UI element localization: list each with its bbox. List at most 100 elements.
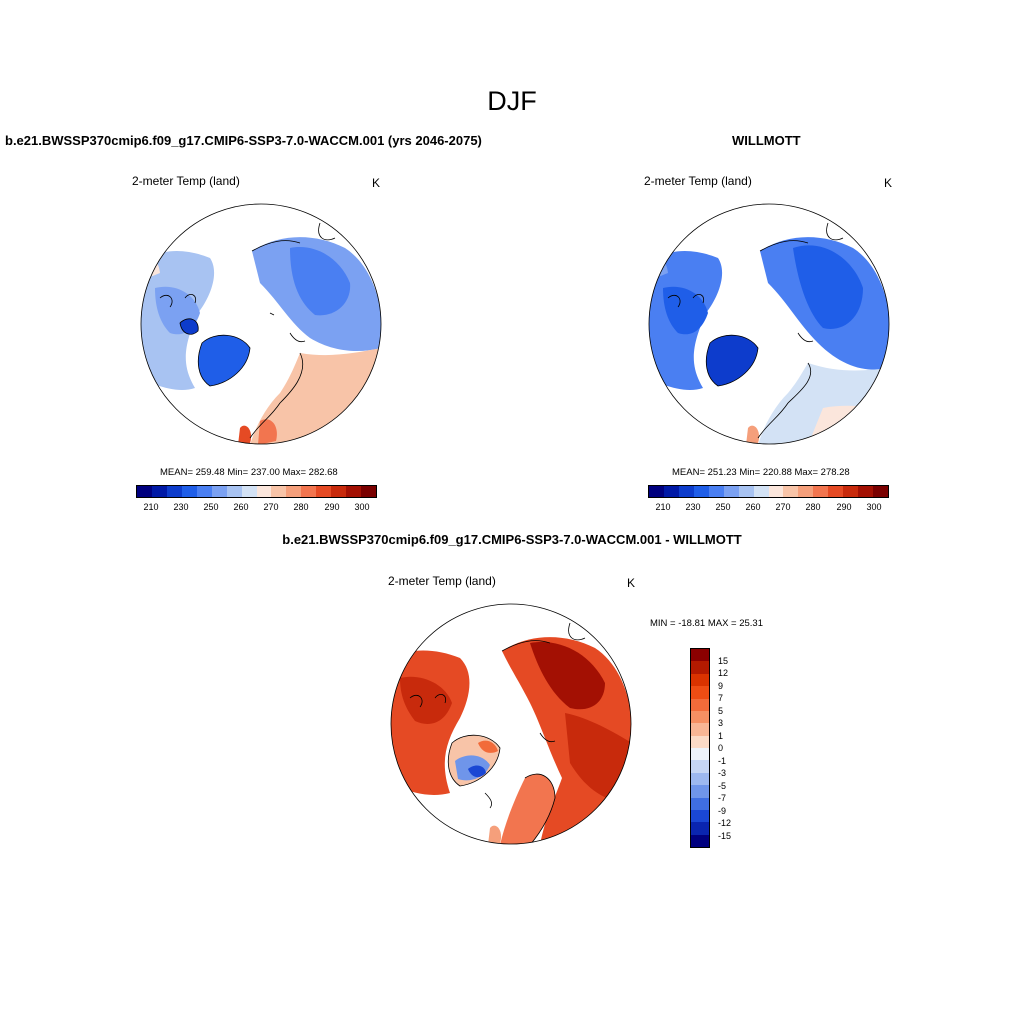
colorbar-tick: -3 bbox=[718, 768, 727, 778]
colorbar-swatch bbox=[691, 673, 709, 687]
colorbar-swatch bbox=[691, 785, 709, 798]
colorbar-swatch bbox=[708, 486, 724, 497]
colorbar-tick: -5 bbox=[718, 780, 727, 791]
colorbar-tick: 270 bbox=[775, 502, 791, 512]
obs-units-label: K bbox=[884, 176, 893, 190]
colorbar-swatch bbox=[858, 486, 874, 497]
colorbar-swatch bbox=[691, 809, 709, 823]
colorbar-tick: 250 bbox=[715, 502, 731, 512]
colorbar-tick: 250 bbox=[203, 502, 219, 512]
colorbar-tick: 300 bbox=[354, 502, 370, 512]
model-panel-title: b.e21.BWSSP370cmip6.f09_g17.CMIP6-SSP3-7… bbox=[5, 133, 482, 148]
colorbar-tick: 280 bbox=[805, 502, 821, 512]
colorbar-tick: 9 bbox=[718, 680, 724, 691]
colorbar-swatch bbox=[691, 698, 709, 711]
colorbar-swatch bbox=[166, 486, 182, 497]
colorbar-swatch bbox=[241, 486, 257, 497]
colorbar-tick: 7 bbox=[718, 693, 724, 703]
colorbar-tick: 260 bbox=[745, 502, 761, 512]
colorbar-swatch bbox=[256, 486, 272, 497]
colorbar-swatch bbox=[151, 486, 167, 497]
colorbar-tick: -1 bbox=[718, 755, 727, 766]
colorbar-swatch bbox=[316, 486, 332, 497]
obs-panel-title: WILLMOTT bbox=[732, 133, 801, 148]
colorbar-swatch bbox=[301, 486, 317, 497]
colorbar-swatch bbox=[286, 486, 302, 497]
colorbar-swatch bbox=[738, 486, 754, 497]
colorbar-swatch bbox=[649, 486, 664, 497]
colorbar-swatch bbox=[226, 486, 242, 497]
colorbar-tick: 280 bbox=[293, 502, 309, 512]
obs-stats-text: MEAN= 251.23 Min= 220.88 Max= 278.28 bbox=[672, 467, 850, 478]
colorbar-tick: -7 bbox=[718, 793, 727, 803]
colorbar-tick: 230 bbox=[685, 502, 701, 512]
colorbar-swatch bbox=[828, 486, 844, 497]
colorbar-tick: 3 bbox=[718, 718, 724, 728]
colorbar-tick: 12 bbox=[718, 668, 729, 678]
colorbar-tick: 290 bbox=[324, 502, 340, 512]
colorbar-tick: 260 bbox=[233, 502, 249, 512]
diff-min-max-text: MIN = -18.81 MAX = 25.31 bbox=[650, 618, 764, 629]
colorbar-tick: -15 bbox=[718, 830, 732, 841]
diff-colorbar-ticks: 15 12 9 7 5 3 1 0 -1 -3 -5 -7 -9 -12 -15 bbox=[718, 648, 758, 848]
diff-panel-title: b.e21.BWSSP370cmip6.f09_g17.CMIP6-SSP3-7… bbox=[282, 532, 742, 547]
colorbar-swatch bbox=[691, 822, 709, 835]
colorbar-swatch bbox=[691, 649, 709, 662]
colorbar-swatch bbox=[691, 735, 709, 748]
colorbar-swatch bbox=[691, 748, 709, 761]
model-units-label: K bbox=[372, 176, 381, 190]
colorbar-swatch bbox=[691, 760, 709, 773]
colorbar-tick: 290 bbox=[836, 502, 852, 512]
colorbar-tick: -12 bbox=[718, 818, 732, 828]
colorbar-swatch bbox=[798, 486, 814, 497]
colorbar-swatch bbox=[723, 486, 739, 497]
colorbar-tick: 5 bbox=[718, 705, 724, 716]
colorbar-swatch bbox=[783, 486, 799, 497]
model-variable-label: 2-meter Temp (land) bbox=[132, 174, 240, 188]
figure-title: DJF bbox=[487, 86, 537, 116]
diff-units-label: K bbox=[627, 576, 636, 590]
obs-variable-label: 2-meter Temp (land) bbox=[644, 174, 752, 188]
colorbar-swatch bbox=[346, 486, 362, 497]
colorbar-swatch bbox=[196, 486, 212, 497]
colorbar-tick: 230 bbox=[173, 502, 189, 512]
colorbar-swatch bbox=[691, 772, 709, 786]
colorbar-swatch bbox=[843, 486, 859, 497]
obs-colorbar-ticks: 210 230 250 260 270 280 290 300 bbox=[648, 502, 889, 514]
colorbar-swatch bbox=[691, 661, 709, 674]
obs-colorbar bbox=[648, 485, 889, 498]
diff-polar-map bbox=[390, 603, 632, 845]
colorbar-swatch bbox=[271, 486, 287, 497]
colorbar-swatch bbox=[331, 486, 347, 497]
colorbar-tick: 1 bbox=[718, 730, 724, 741]
diff-colorbar bbox=[690, 648, 710, 848]
colorbar-swatch bbox=[361, 486, 376, 497]
colorbar-swatch bbox=[691, 723, 709, 736]
colorbar-swatch bbox=[691, 710, 709, 724]
obs-polar-map bbox=[648, 203, 890, 445]
colorbar-tick: 15 bbox=[718, 655, 729, 666]
colorbar-swatch bbox=[181, 486, 197, 497]
colorbar-swatch bbox=[678, 486, 694, 497]
colorbar-swatch bbox=[813, 486, 829, 497]
colorbar-tick: 300 bbox=[866, 502, 882, 512]
colorbar-swatch bbox=[211, 486, 227, 497]
colorbar-tick: 210 bbox=[143, 502, 159, 512]
colorbar-tick: 210 bbox=[655, 502, 671, 512]
colorbar-swatch bbox=[753, 486, 769, 497]
colorbar-tick: 0 bbox=[718, 743, 724, 753]
colorbar-swatch bbox=[768, 486, 784, 497]
colorbar-tick: 270 bbox=[263, 502, 279, 512]
colorbar-swatch bbox=[693, 486, 709, 497]
model-colorbar bbox=[136, 485, 377, 498]
colorbar-swatch bbox=[663, 486, 679, 497]
colorbar-swatch bbox=[137, 486, 152, 497]
model-polar-map bbox=[140, 203, 382, 445]
model-colorbar-ticks: 210 230 250 260 270 280 290 300 bbox=[136, 502, 377, 514]
colorbar-swatch bbox=[691, 834, 709, 847]
colorbar-tick: -9 bbox=[718, 805, 727, 816]
colorbar-swatch bbox=[691, 797, 709, 810]
diff-variable-label: 2-meter Temp (land) bbox=[388, 574, 496, 588]
model-stats-text: MEAN= 259.48 Min= 237.00 Max= 282.68 bbox=[160, 467, 338, 478]
colorbar-swatch bbox=[873, 486, 888, 497]
